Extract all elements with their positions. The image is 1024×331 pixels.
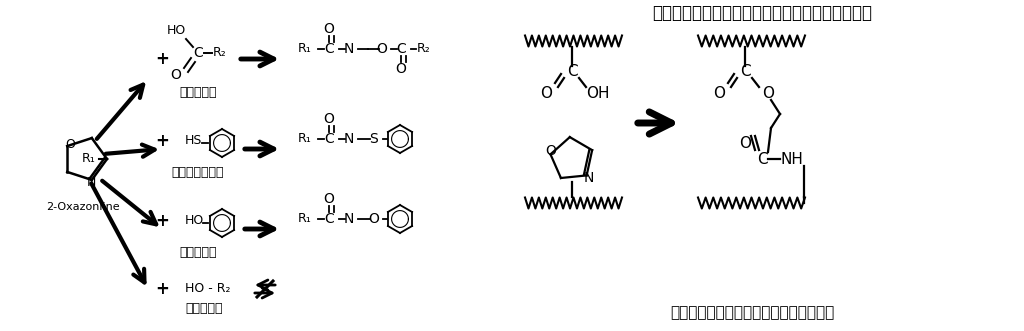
Text: C: C <box>739 64 751 78</box>
Text: NH: NH <box>780 152 804 166</box>
Text: N: N <box>344 42 354 56</box>
Text: HS: HS <box>185 134 203 148</box>
Text: フェノール: フェノール <box>179 247 217 260</box>
Text: N: N <box>584 171 594 185</box>
Text: O: O <box>324 192 335 206</box>
Text: 2-Oxazonline: 2-Oxazonline <box>46 202 120 212</box>
Text: R₁: R₁ <box>82 153 96 166</box>
Text: HO: HO <box>185 214 204 227</box>
Text: O: O <box>540 85 552 101</box>
Text: N: N <box>87 176 96 189</box>
Text: O: O <box>739 135 751 151</box>
Text: O: O <box>324 22 335 36</box>
Text: C: C <box>396 42 406 56</box>
Text: S: S <box>370 132 379 146</box>
Text: N: N <box>344 132 354 146</box>
Text: O: O <box>713 85 725 101</box>
Text: C: C <box>325 42 334 56</box>
Text: O: O <box>377 42 387 56</box>
Text: C: C <box>325 132 334 146</box>
Text: HO: HO <box>166 24 185 37</box>
Text: O: O <box>66 138 75 151</box>
Text: O: O <box>324 112 335 126</box>
Text: アルコール: アルコール <box>185 303 222 315</box>
Text: HO - R₂: HO - R₂ <box>185 282 230 296</box>
Text: OH: OH <box>587 85 609 101</box>
Text: O: O <box>545 144 556 158</box>
Text: C: C <box>757 152 767 166</box>
Text: N: N <box>344 212 354 226</box>
Text: +: + <box>155 280 169 298</box>
Text: R₁: R₁ <box>298 213 311 225</box>
Text: O: O <box>395 62 407 76</box>
Text: O: O <box>171 68 181 82</box>
Text: カルボキシル基とオキサゾリン基の反応モデル図: カルボキシル基とオキサゾリン基の反応モデル図 <box>652 4 872 22</box>
Text: C: C <box>566 64 578 78</box>
Text: C: C <box>194 46 203 60</box>
Text: O: O <box>369 212 380 226</box>
Text: 架橋構造（アミドニステル結合）の形成: 架橋構造（アミドニステル結合）の形成 <box>670 306 835 320</box>
Text: +: + <box>155 212 169 230</box>
Text: +: + <box>155 132 169 150</box>
Text: R₂: R₂ <box>213 46 227 60</box>
Text: R₁: R₁ <box>298 132 311 146</box>
Text: O: O <box>762 85 774 101</box>
Text: 芳香族チオール: 芳香族チオール <box>172 166 224 179</box>
Text: R₂: R₂ <box>417 42 431 56</box>
Text: C: C <box>325 212 334 226</box>
Text: R₁: R₁ <box>298 42 311 56</box>
Text: +: + <box>155 50 169 68</box>
Text: カルボン酸: カルボン酸 <box>179 86 217 100</box>
